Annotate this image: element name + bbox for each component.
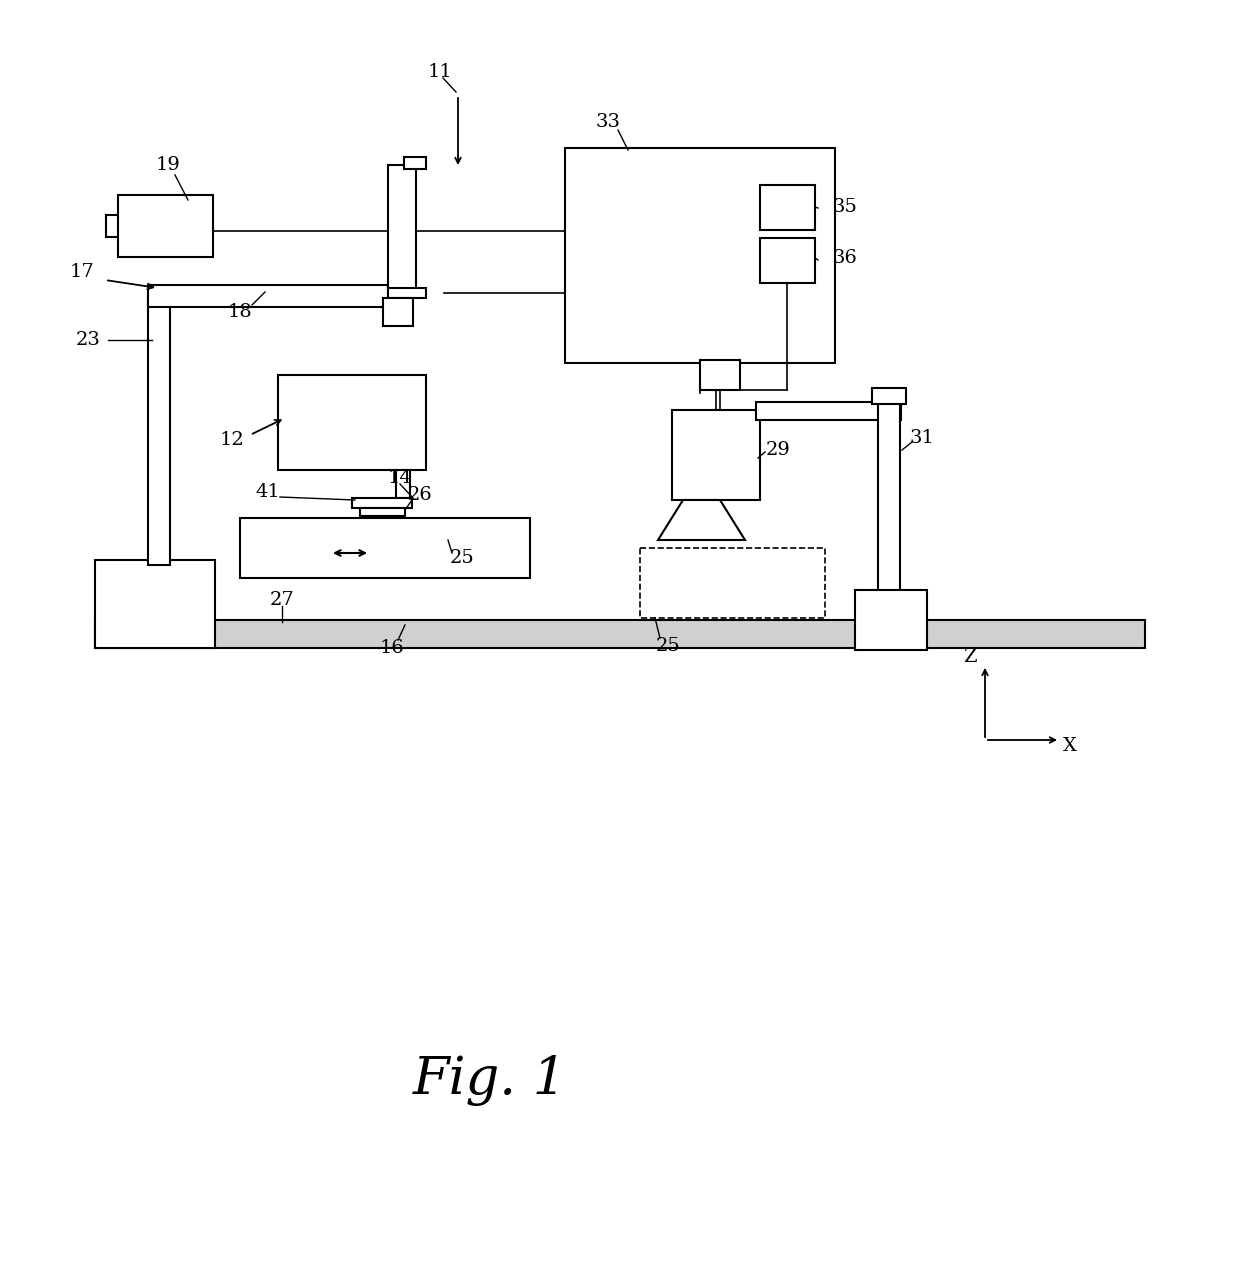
Bar xyxy=(95,560,215,648)
Bar xyxy=(241,518,529,577)
Bar xyxy=(640,548,825,618)
Text: 17: 17 xyxy=(69,263,94,280)
Bar xyxy=(148,286,403,307)
Bar xyxy=(701,360,740,390)
Bar xyxy=(760,239,815,283)
Bar xyxy=(352,497,412,508)
Text: Fig. 1: Fig. 1 xyxy=(413,1055,567,1105)
Text: 25: 25 xyxy=(656,637,681,655)
Bar xyxy=(565,148,835,363)
Text: 19: 19 xyxy=(155,156,181,174)
Bar xyxy=(760,185,815,230)
Text: 18: 18 xyxy=(228,303,253,321)
Bar xyxy=(118,195,213,258)
Text: 11: 11 xyxy=(428,63,453,81)
Polygon shape xyxy=(658,500,745,541)
Bar xyxy=(278,376,427,470)
Text: 29: 29 xyxy=(765,442,790,459)
Text: 26: 26 xyxy=(408,486,433,504)
Bar xyxy=(388,165,415,291)
Text: 12: 12 xyxy=(219,431,244,449)
Bar xyxy=(388,288,427,298)
Bar xyxy=(383,298,413,326)
Bar xyxy=(148,294,170,565)
Text: 35: 35 xyxy=(832,198,857,216)
Bar xyxy=(856,590,928,650)
Text: 23: 23 xyxy=(76,331,100,349)
Bar xyxy=(756,402,901,420)
Bar xyxy=(872,388,906,404)
Text: 27: 27 xyxy=(269,591,294,609)
Text: 25: 25 xyxy=(450,549,475,567)
Text: Z: Z xyxy=(963,648,977,666)
Bar xyxy=(396,470,410,497)
Bar xyxy=(95,621,1145,648)
Bar xyxy=(878,402,900,622)
Text: X: X xyxy=(1063,737,1076,755)
Bar xyxy=(404,157,427,169)
Text: 31: 31 xyxy=(910,429,935,447)
Text: 36: 36 xyxy=(832,249,857,266)
Text: 16: 16 xyxy=(379,640,404,657)
Bar xyxy=(672,410,760,500)
Bar xyxy=(360,508,405,516)
Text: 33: 33 xyxy=(595,113,620,131)
Text: 14: 14 xyxy=(388,470,413,487)
Text: 41: 41 xyxy=(255,483,280,501)
